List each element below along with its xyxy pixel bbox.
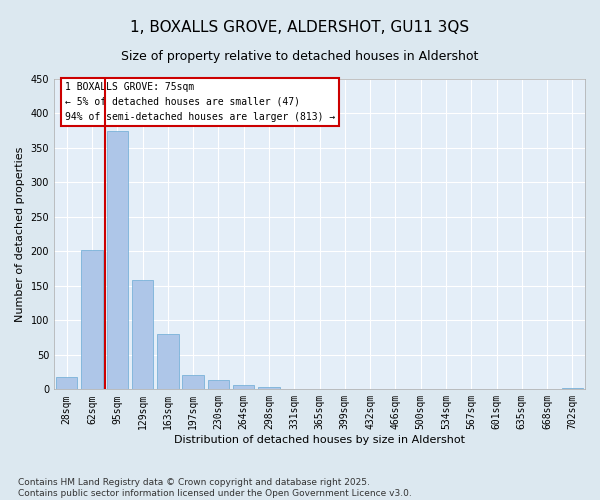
Bar (182, 375, 204, 390)
Bar (258, 388, 280, 390)
Bar (208, 380, 229, 390)
X-axis label: Distribution of detached houses by size in Aldershot: Distribution of detached houses by size … (174, 435, 465, 445)
Bar (132, 280, 153, 390)
Bar (157, 334, 179, 390)
Bar (81, 250, 103, 390)
Text: 1, BOXALLS GROVE, ALDERSHOT, GU11 3QS: 1, BOXALLS GROVE, ALDERSHOT, GU11 3QS (130, 20, 470, 35)
Text: Contains HM Land Registry data © Crown copyright and database right 2025.
Contai: Contains HM Land Registry data © Crown c… (18, 478, 412, 498)
Text: 1 BOXALLS GROVE: 75sqm
← 5% of detached houses are smaller (47)
94% of semi-deta: 1 BOXALLS GROVE: 75sqm ← 5% of detached … (65, 82, 335, 122)
Y-axis label: Number of detached properties: Number of detached properties (15, 146, 25, 322)
Text: Size of property relative to detached houses in Aldershot: Size of property relative to detached ho… (121, 50, 479, 63)
Bar (562, 388, 583, 390)
Bar (309, 388, 330, 390)
Bar (233, 385, 254, 390)
Bar (56, 377, 77, 390)
Bar (107, 130, 128, 390)
